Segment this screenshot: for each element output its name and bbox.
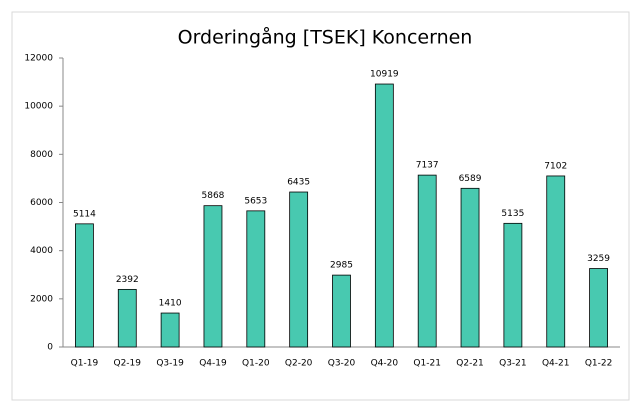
data-label: 6589: [459, 174, 482, 184]
data-label: 10919: [370, 70, 399, 80]
x-tick-label: Q1-19: [71, 359, 99, 369]
x-tick-label: Q3-21: [499, 359, 527, 369]
y-tick-label: 4000: [30, 246, 53, 256]
data-label: 2985: [330, 261, 353, 271]
bar: [460, 187, 480, 348]
x-tick-label: Q1-20: [242, 359, 270, 369]
data-label: 5868: [202, 191, 225, 201]
bar: [289, 191, 309, 348]
bar: [75, 223, 94, 348]
y-tick-label: 2000: [30, 294, 53, 304]
bar: [160, 312, 180, 348]
x-tick-label: Q4-21: [542, 359, 570, 369]
x-tick-label: Q2-21: [456, 359, 484, 369]
x-tick-label: Q4-20: [371, 359, 399, 369]
data-label: 7137: [416, 161, 439, 171]
data-label: 5135: [501, 209, 524, 219]
x-tick-label: Q3-20: [328, 359, 356, 369]
x-tick-label: Q1-21: [413, 359, 441, 369]
y-tick-label: 0: [47, 343, 53, 353]
data-label: 3259: [587, 254, 610, 264]
y-tick-label: 8000: [30, 150, 53, 160]
data-label: 2392: [116, 275, 139, 285]
bar: [374, 83, 394, 348]
data-label: 5114: [73, 209, 96, 219]
bar: [546, 175, 566, 348]
y-tick-label: 12000: [24, 54, 53, 64]
y-tick-label: 6000: [30, 198, 53, 208]
x-tick-label: Q2-19: [114, 359, 142, 369]
chart-frame: [11, 11, 630, 401]
y-tick-label: 10000: [24, 102, 53, 112]
x-tick-label: Q3-19: [156, 359, 184, 369]
x-tick-label: Q2-20: [285, 359, 313, 369]
bar: [332, 274, 351, 348]
data-label: 1410: [159, 299, 182, 309]
x-tick-label: Q4-19: [199, 359, 227, 369]
bar: [246, 210, 266, 348]
data-label: 7102: [544, 161, 567, 171]
x-tick-label: Q1-22: [585, 359, 613, 369]
data-label: 6435: [287, 178, 310, 188]
bar: [417, 174, 437, 348]
bar: [503, 222, 523, 348]
bar: [117, 288, 137, 348]
bar: [203, 205, 223, 348]
bar: [589, 268, 608, 348]
data-label: 5653: [244, 196, 267, 206]
chart-title: Orderingång [TSEK] Koncernen: [178, 26, 473, 49]
